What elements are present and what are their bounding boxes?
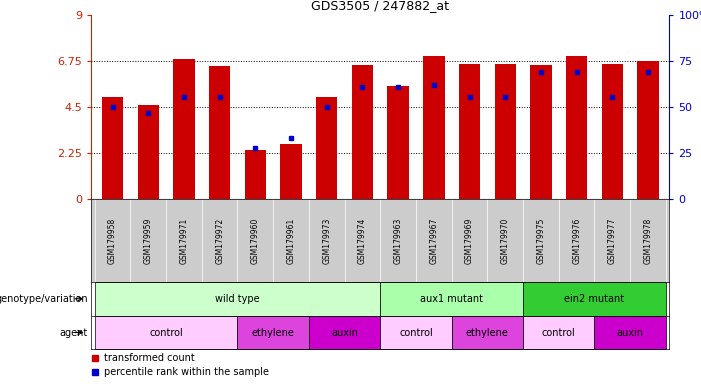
Text: GSM179958: GSM179958 bbox=[108, 217, 117, 264]
Bar bbox=[352, 65, 373, 199]
Bar bbox=[173, 59, 195, 199]
Bar bbox=[102, 97, 123, 199]
Text: GSM179976: GSM179976 bbox=[572, 217, 581, 264]
Bar bbox=[316, 97, 337, 199]
Text: GSM179961: GSM179961 bbox=[287, 217, 296, 264]
Bar bbox=[381, 316, 451, 349]
Text: auxin: auxin bbox=[617, 328, 644, 338]
Bar bbox=[280, 144, 301, 199]
Text: control: control bbox=[542, 328, 576, 338]
Text: GSM179959: GSM179959 bbox=[144, 217, 153, 264]
Text: wild type: wild type bbox=[215, 294, 260, 304]
Bar bbox=[381, 282, 523, 316]
Text: GSM179975: GSM179975 bbox=[536, 217, 545, 264]
Bar bbox=[309, 316, 381, 349]
Text: GSM179971: GSM179971 bbox=[179, 217, 189, 264]
Text: auxin: auxin bbox=[331, 328, 358, 338]
Text: percentile rank within the sample: percentile rank within the sample bbox=[104, 367, 269, 377]
Text: ethylene: ethylene bbox=[466, 328, 509, 338]
Bar bbox=[637, 61, 659, 199]
Bar bbox=[601, 64, 623, 199]
Bar bbox=[451, 316, 523, 349]
Text: GSM179963: GSM179963 bbox=[394, 217, 402, 264]
Bar bbox=[95, 282, 380, 316]
Text: ethylene: ethylene bbox=[252, 328, 294, 338]
Text: GSM179967: GSM179967 bbox=[429, 217, 438, 264]
Text: GSM179972: GSM179972 bbox=[215, 217, 224, 264]
Bar bbox=[238, 316, 309, 349]
Bar bbox=[530, 65, 552, 199]
Bar bbox=[459, 64, 480, 199]
Bar bbox=[523, 282, 666, 316]
Text: GSM179969: GSM179969 bbox=[465, 217, 474, 264]
Text: genotype/variation: genotype/variation bbox=[0, 294, 88, 304]
Text: GSM179974: GSM179974 bbox=[358, 217, 367, 264]
Bar bbox=[423, 56, 444, 199]
Text: ein2 mutant: ein2 mutant bbox=[564, 294, 625, 304]
Text: control: control bbox=[149, 328, 183, 338]
Text: GSM179970: GSM179970 bbox=[501, 217, 510, 264]
Bar bbox=[494, 64, 516, 199]
Text: GSM179973: GSM179973 bbox=[322, 217, 332, 264]
Text: GSM179978: GSM179978 bbox=[644, 217, 653, 264]
Bar bbox=[137, 105, 159, 199]
Text: agent: agent bbox=[60, 328, 88, 338]
Text: aux1 mutant: aux1 mutant bbox=[420, 294, 483, 304]
Text: transformed count: transformed count bbox=[104, 353, 195, 363]
Bar bbox=[209, 66, 231, 199]
Text: GSM179960: GSM179960 bbox=[251, 217, 260, 264]
Text: control: control bbox=[399, 328, 433, 338]
Text: GSM179977: GSM179977 bbox=[608, 217, 617, 264]
Bar bbox=[388, 86, 409, 199]
Title: GDS3505 / 247882_at: GDS3505 / 247882_at bbox=[311, 0, 449, 12]
Bar bbox=[95, 316, 238, 349]
Bar bbox=[594, 316, 666, 349]
Bar bbox=[245, 150, 266, 199]
Bar bbox=[523, 316, 594, 349]
Bar bbox=[566, 56, 587, 199]
